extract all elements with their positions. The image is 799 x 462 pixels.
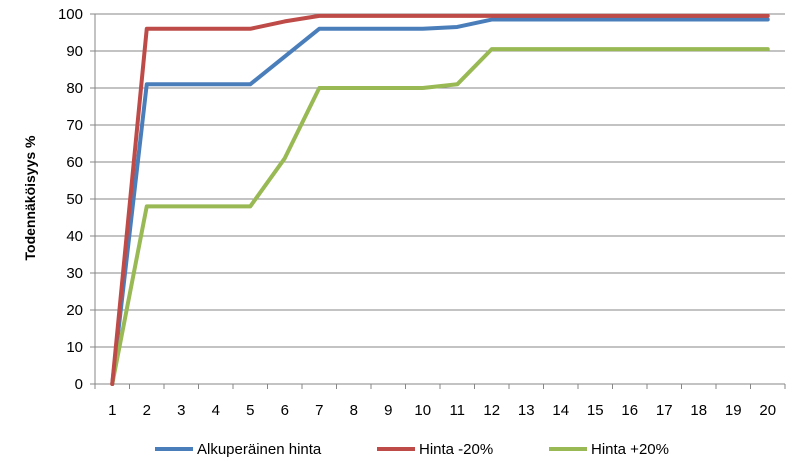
- x-tick-label: 7: [315, 402, 323, 419]
- legend-label: Alkuperäinen hinta: [197, 441, 322, 458]
- x-tick-label: 1: [108, 402, 116, 419]
- x-tick-label: 14: [552, 402, 569, 419]
- x-tick-label: 9: [384, 402, 392, 419]
- y-tick-label: 40: [66, 228, 83, 245]
- y-axis-label: Todennäköisyys %: [22, 135, 38, 261]
- y-tick-label: 70: [66, 117, 83, 134]
- legend-label: Hinta -20%: [419, 441, 493, 458]
- y-tick-label: 20: [66, 302, 83, 319]
- x-tick-label: 11: [449, 402, 465, 419]
- series-line-3: [110, 47, 770, 386]
- y-tick-label: 90: [66, 43, 83, 60]
- y-tick-label: 60: [66, 154, 83, 171]
- y-tick-label: 100: [58, 6, 83, 23]
- x-tick-label: 13: [518, 402, 535, 419]
- y-tick-labels: 0 10 20 30 40 50 60 70 80 90 100: [58, 6, 83, 393]
- series-lines: [110, 13, 770, 386]
- x-tick-label: 6: [281, 402, 289, 419]
- x-tick-label: 12: [483, 402, 500, 419]
- x-tick-label: 17: [656, 402, 673, 419]
- x-tick-label: 4: [212, 402, 220, 419]
- x-tick-label: 3: [177, 402, 185, 419]
- x-tick-label: 15: [587, 402, 604, 419]
- x-tick-label: 20: [759, 402, 776, 419]
- x-tick-label: 19: [725, 402, 742, 419]
- series-line-2: [110, 13, 770, 386]
- gridlines: [95, 13, 785, 348]
- y-tick-label: 80: [66, 80, 83, 97]
- x-tick-label: 5: [246, 402, 254, 419]
- x-tick-label: 16: [621, 402, 638, 419]
- legend-label: Hinta +20%: [591, 441, 669, 458]
- y-tick-label: 50: [66, 191, 83, 208]
- y-tick-label: 10: [66, 339, 83, 356]
- series-line-1: [110, 17, 770, 386]
- x-tick-label: 18: [690, 402, 707, 419]
- x-tick-label: 8: [350, 402, 358, 419]
- x-tick-labels: 1 2 3 4 5 6 7 8 9 10 11 12 13 14 15 16 17 18 19 20: [108, 402, 776, 419]
- x-tick-label: 2: [143, 402, 151, 419]
- y-tick-label: 0: [75, 376, 83, 393]
- y-tick-label: 30: [66, 265, 83, 282]
- axes: [90, 13, 786, 389]
- x-tick-label: 10: [414, 402, 431, 419]
- legend: Alkuperäinen hinta Hinta -20% Hinta +20%: [155, 441, 669, 458]
